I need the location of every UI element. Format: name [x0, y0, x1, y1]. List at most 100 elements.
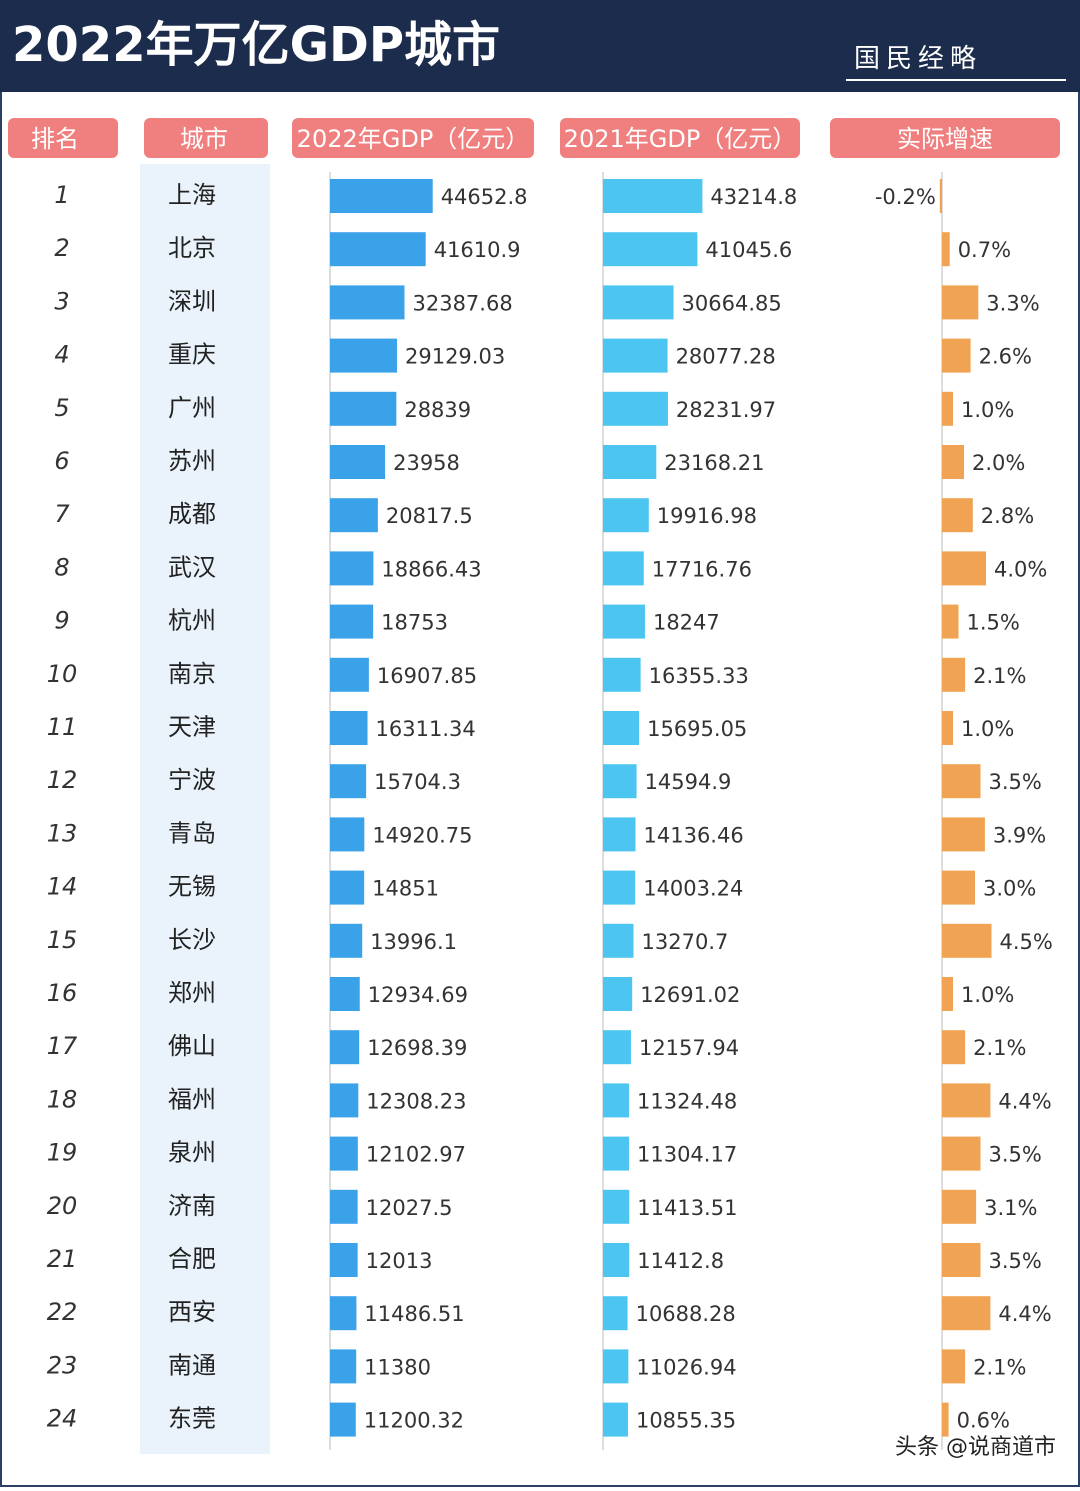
value-label: 44652.8	[441, 185, 528, 209]
bar	[330, 764, 367, 799]
bar	[942, 977, 953, 1011]
bar	[603, 764, 637, 799]
bar	[942, 923, 992, 958]
value-label: 17716.76	[652, 557, 752, 581]
rank: 6	[54, 447, 69, 475]
bar	[939, 179, 942, 213]
city: 济南	[168, 1192, 216, 1220]
bar	[603, 232, 698, 267]
value-label: 3.5%	[989, 1143, 1042, 1167]
bar	[942, 764, 981, 799]
value-label: 2.0%	[972, 451, 1025, 475]
city: 长沙	[168, 926, 216, 954]
value-label: 13270.7	[642, 930, 729, 954]
value-label: 1.0%	[961, 717, 1014, 741]
bar	[330, 657, 369, 692]
bar	[330, 1402, 356, 1437]
city: 苏州	[168, 447, 216, 475]
column-header: 2021年GDP（亿元）	[564, 125, 797, 153]
bar	[603, 1030, 631, 1065]
rank: 23	[47, 1351, 78, 1379]
value-label: 23168.21	[664, 451, 764, 475]
city: 深圳	[168, 287, 216, 315]
bar	[330, 870, 365, 905]
bar	[330, 391, 397, 426]
bar	[603, 870, 636, 905]
value-label: 1.0%	[961, 398, 1014, 422]
city: 佛山	[168, 1032, 216, 1060]
bar	[942, 232, 950, 267]
value-label: 3.5%	[989, 1249, 1042, 1273]
bar	[942, 1402, 949, 1437]
bar	[603, 445, 657, 479]
city: 上海	[168, 181, 216, 209]
bar	[330, 817, 365, 852]
bar	[942, 711, 953, 745]
value-label: 3.9%	[993, 823, 1046, 847]
bar	[603, 1402, 628, 1437]
bar	[603, 285, 674, 320]
city: 东莞	[168, 1405, 216, 1433]
value-label: 11304.17	[637, 1143, 737, 1167]
rank: 1	[54, 181, 69, 209]
brand: 国民经略	[854, 44, 982, 74]
bar	[942, 445, 964, 479]
value-label: 2.1%	[973, 1355, 1026, 1379]
bar	[330, 1189, 358, 1224]
header-pill	[830, 118, 1060, 158]
column-header: 城市	[180, 125, 228, 153]
value-label: 32387.68	[412, 291, 512, 315]
bar	[603, 977, 633, 1011]
rank: 11	[47, 713, 78, 741]
value-label: 0.7%	[958, 238, 1011, 262]
value-label: 16907.85	[377, 664, 477, 688]
city: 武汉	[168, 553, 216, 581]
value-label: 23958	[393, 451, 460, 475]
column-header: 实际增速	[897, 125, 993, 153]
value-label: 12013	[366, 1249, 433, 1273]
bar	[330, 1083, 359, 1118]
value-label: 12691.02	[640, 983, 740, 1007]
bar	[942, 498, 973, 533]
value-label: 15695.05	[647, 717, 747, 741]
city: 成都	[168, 500, 216, 528]
value-label: 4.5%	[1000, 930, 1053, 954]
bar	[330, 923, 363, 958]
bar	[942, 1349, 966, 1384]
rank: 7	[54, 500, 70, 528]
bar	[330, 445, 386, 479]
value-label: 1.5%	[967, 611, 1020, 635]
value-label: 14136.46	[644, 823, 744, 847]
value-label: 4.0%	[994, 557, 1047, 581]
rank: 2	[54, 234, 69, 262]
bar	[603, 391, 668, 426]
rank: 8	[54, 553, 69, 581]
rank: 13	[47, 819, 78, 847]
bar	[603, 657, 641, 692]
city: 杭州	[168, 607, 216, 635]
bar	[603, 179, 703, 213]
value-label: 28077.28	[676, 345, 776, 369]
bar	[942, 817, 985, 852]
value-label: 11486.51	[364, 1302, 464, 1326]
city: 合肥	[168, 1245, 216, 1273]
value-label: 11200.32	[364, 1409, 464, 1433]
rank: 21	[47, 1245, 78, 1273]
value-label: -0.2%	[875, 185, 936, 209]
rank: 14	[47, 873, 78, 901]
value-label: 43214.8	[710, 185, 797, 209]
city: 青岛	[168, 819, 216, 847]
bar	[603, 1349, 629, 1384]
value-label: 12698.39	[367, 1036, 467, 1060]
value-label: 12934.69	[368, 983, 468, 1007]
bar	[603, 498, 649, 533]
value-label: 2.1%	[973, 664, 1026, 688]
bar	[330, 1136, 358, 1171]
city: 北京	[168, 234, 216, 262]
city: 郑州	[168, 979, 216, 1007]
bar	[942, 870, 975, 905]
value-label: 12308.23	[366, 1089, 466, 1113]
bar	[942, 657, 966, 692]
value-label: 14594.9	[645, 770, 732, 794]
rank: 20	[47, 1192, 78, 1220]
